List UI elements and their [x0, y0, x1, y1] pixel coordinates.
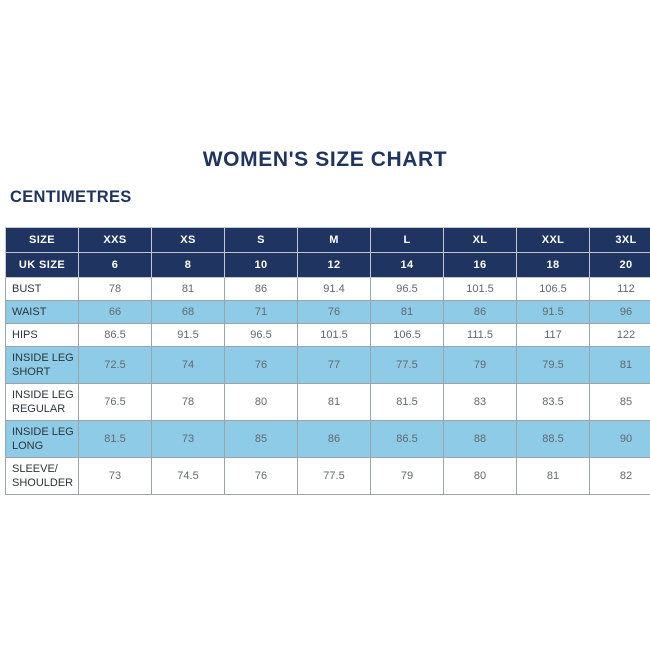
size-value-cell: 88.5: [516, 420, 590, 458]
size-value-cell: XS: [151, 227, 225, 253]
size-value-cell: 83: [443, 383, 517, 421]
row-label: SIZE: [5, 227, 79, 253]
size-value-cell: XXS: [78, 227, 152, 253]
table-row: BUST 78 81 86 91.4 96.5 101.5 106.5 112: [5, 277, 650, 301]
size-value-cell: 86: [224, 277, 298, 301]
row-label: HIPS: [5, 323, 79, 347]
size-value-cell: 14: [370, 252, 444, 278]
size-value-cell: 6: [78, 252, 152, 278]
size-value-cell: 74: [151, 346, 225, 384]
size-value-cell: 76.5: [78, 383, 152, 421]
size-value-cell: 10: [224, 252, 298, 278]
size-value-cell: 74.5: [151, 457, 225, 495]
size-value-cell: 81: [589, 346, 650, 384]
size-table: SIZE XXS XS S M L XL XXL 3XL UK SIZE 6 8 10 12 14 16 18 2…: [5, 227, 650, 495]
size-value-cell: 18: [516, 252, 590, 278]
size-value-cell: 77: [297, 346, 371, 384]
size-value-cell: XXL: [516, 227, 590, 253]
size-value-cell: 16: [443, 252, 517, 278]
size-value-cell: 77.5: [297, 457, 371, 495]
size-value-cell: 71: [224, 300, 298, 324]
size-value-cell: 81.5: [370, 383, 444, 421]
size-value-cell: 82: [589, 457, 650, 495]
size-value-cell: 76: [297, 300, 371, 324]
size-value-cell: 79: [370, 457, 444, 495]
table-row: SLEEVE/ SHOULDER 73 74.5 76 77.5 79 80 81 82: [5, 457, 650, 495]
size-value-cell: 106.5: [370, 323, 444, 347]
uk-size-row: UK SIZE 6 8 10 12 14 16 18 20: [5, 252, 650, 278]
size-value-cell: 96: [589, 300, 650, 324]
table-row: HIPS 86.5 91.5 96.5 101.5 106.5 111.5 117 122: [5, 323, 650, 347]
size-value-cell: 96.5: [224, 323, 298, 347]
size-value-cell: XL: [443, 227, 517, 253]
size-value-cell: 101.5: [297, 323, 371, 347]
row-label: INSIDE LEG SHORT: [5, 346, 79, 384]
row-label: BUST: [5, 277, 79, 301]
size-value-cell: 85: [224, 420, 298, 458]
size-value-cell: 20: [589, 252, 650, 278]
table-row: INSIDE LEG LONG 81.5 73 85 86 86.5 88 88.5 90: [5, 420, 650, 458]
size-value-cell: 8: [151, 252, 225, 278]
size-value-cell: 79.5: [516, 346, 590, 384]
size-table-body: SIZE XXS XS S M L XL XXL 3XL UK SIZE 6 8 10 12 14 16 18 2…: [5, 227, 650, 495]
size-value-cell: S: [224, 227, 298, 253]
size-value-cell: 81: [151, 277, 225, 301]
size-value-cell: 12: [297, 252, 371, 278]
size-value-cell: 81: [370, 300, 444, 324]
size-value-cell: 73: [151, 420, 225, 458]
size-value-cell: 68: [151, 300, 225, 324]
row-label: INSIDE LEG LONG: [5, 420, 79, 458]
size-value-cell: 76: [224, 346, 298, 384]
page-title: WOMEN'S SIZE CHART: [202, 148, 448, 171]
size-value-cell: 91.4: [297, 277, 371, 301]
size-value-cell: 78: [78, 277, 152, 301]
size-value-cell: 111.5: [443, 323, 517, 347]
row-label: UK SIZE: [5, 252, 79, 278]
size-value-cell: 80: [443, 457, 517, 495]
size-value-cell: 78: [151, 383, 225, 421]
size-value-cell: M: [297, 227, 371, 253]
table-row: INSIDE LEG SHORT 72.5 74 76 77 77.5 79 79.5 81: [5, 346, 650, 384]
row-label: WAIST: [5, 300, 79, 324]
size-value-cell: 86.5: [370, 420, 444, 458]
size-value-cell: 122: [589, 323, 650, 347]
size-value-cell: 81: [297, 383, 371, 421]
size-value-cell: 86.5: [78, 323, 152, 347]
size-value-cell: 83.5: [516, 383, 590, 421]
size-value-cell: 66: [78, 300, 152, 324]
units-label: CENTIMETRES: [10, 188, 132, 206]
size-value-cell: 80: [224, 383, 298, 421]
size-value-cell: 96.5: [370, 277, 444, 301]
size-value-cell: 91.5: [516, 300, 590, 324]
size-value-cell: 88: [443, 420, 517, 458]
size-value-cell: 79: [443, 346, 517, 384]
size-value-cell: 90: [589, 420, 650, 458]
size-value-cell: 91.5: [151, 323, 225, 347]
size-value-cell: 77.5: [370, 346, 444, 384]
size-value-cell: 73: [78, 457, 152, 495]
size-value-cell: 86: [443, 300, 517, 324]
size-value-cell: 72.5: [78, 346, 152, 384]
row-label: SLEEVE/ SHOULDER: [5, 457, 79, 495]
size-value-cell: 85: [589, 383, 650, 421]
size-value-cell: 117: [516, 323, 590, 347]
table-row: WAIST 66 68 71 76 81 86 91.5 96: [5, 300, 650, 324]
size-value-cell: 3XL: [589, 227, 650, 253]
size-value-cell: L: [370, 227, 444, 253]
size-value-cell: 76: [224, 457, 298, 495]
table-row: INSIDE LEG REGULAR 76.5 78 80 81 81.5 83 83.5 85: [5, 383, 650, 421]
row-label: INSIDE LEG REGULAR: [5, 383, 79, 421]
size-value-cell: 106.5: [516, 277, 590, 301]
size-value-cell: 81.5: [78, 420, 152, 458]
size-value-cell: 101.5: [443, 277, 517, 301]
size-value-cell: 86: [297, 420, 371, 458]
size-table-container: SIZE XXS XS S M L XL XXL 3XL UK SIZE 6 8 10 12 14 16 18 2…: [5, 227, 650, 495]
table-header-row: SIZE XXS XS S M L XL XXL 3XL: [5, 227, 650, 253]
size-value-cell: 112: [589, 277, 650, 301]
size-value-cell: 81: [516, 457, 590, 495]
